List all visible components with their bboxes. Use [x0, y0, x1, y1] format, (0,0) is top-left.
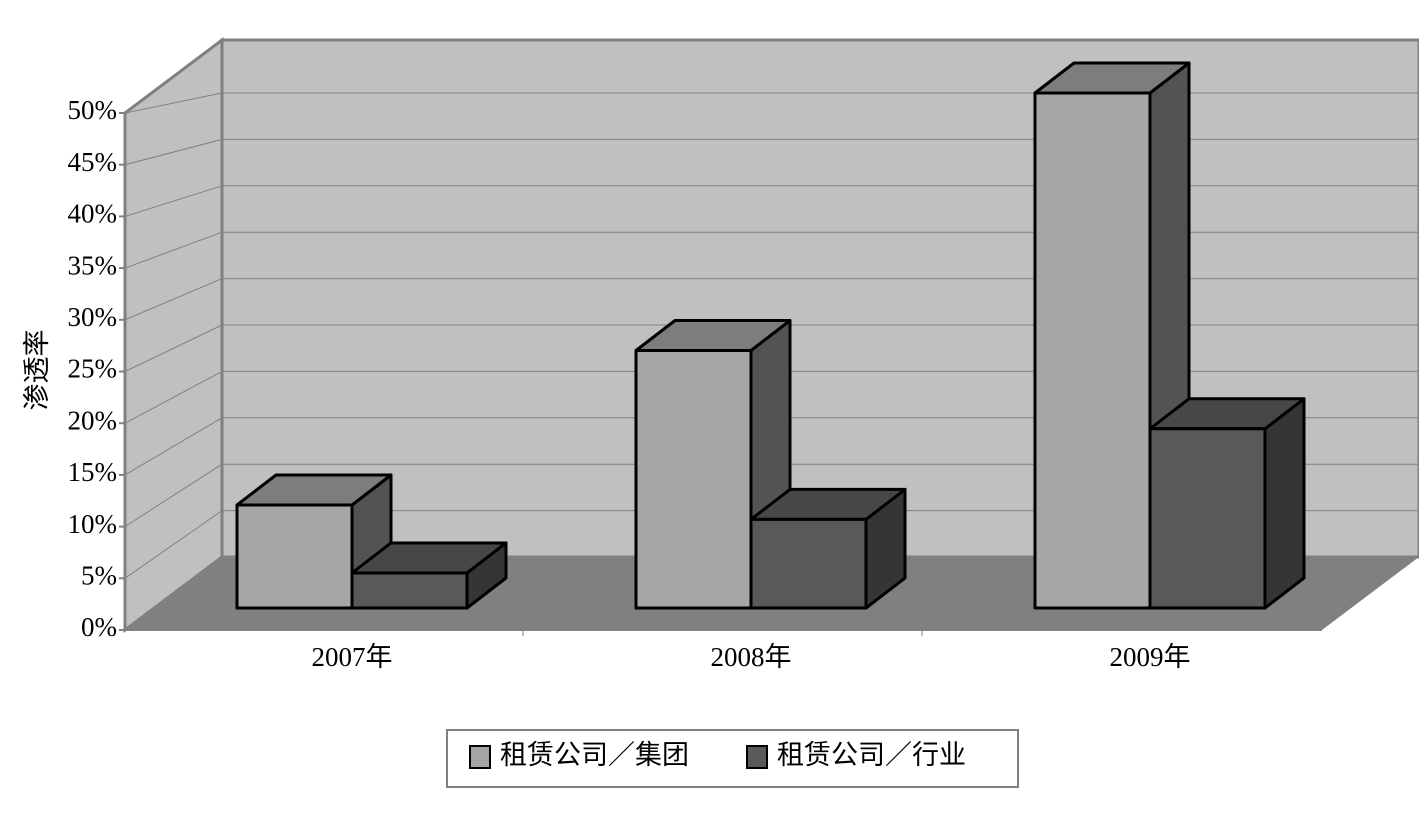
legend-swatch	[746, 745, 768, 769]
y-tick-label: 20%	[68, 405, 118, 435]
grid-line	[124, 278, 223, 321]
grid-line	[124, 138, 223, 166]
y-tick-label: 45%	[68, 147, 118, 177]
y-tick-label: 5%	[81, 561, 117, 591]
bar	[749, 517, 868, 610]
bar	[350, 571, 469, 610]
legend	[446, 729, 1019, 788]
legend-label: 租赁公司／集团	[500, 740, 689, 770]
bar	[1148, 427, 1267, 610]
bar	[235, 503, 354, 610]
y-tick-label: 0%	[81, 612, 117, 642]
y-tick-label: 15%	[68, 457, 118, 487]
grid-line	[124, 463, 223, 528]
y-tick-label: 40%	[68, 199, 118, 229]
x-tick-label: 2008年	[711, 642, 792, 672]
grid-line	[124, 324, 223, 372]
side-wall	[123, 36, 224, 634]
y-tick-label: 10%	[68, 509, 118, 539]
y-tick-label: 25%	[68, 354, 118, 384]
grid-line	[124, 510, 223, 579]
legend-swatch	[469, 745, 491, 769]
y-tick-label: 30%	[68, 302, 118, 332]
grid-line	[124, 417, 223, 476]
bar-side	[1263, 397, 1306, 610]
bar	[1033, 91, 1152, 610]
grid-line	[124, 185, 223, 217]
y-tick-label: 35%	[68, 250, 118, 280]
y-axis-title: 渗透率	[22, 330, 52, 411]
bar	[634, 349, 753, 610]
y-tick-label: 50%	[68, 95, 118, 125]
legend-label: 租赁公司／行业	[777, 740, 966, 770]
x-tick-label: 2007年	[312, 642, 393, 672]
grid-line	[124, 370, 223, 424]
grid-line	[124, 92, 223, 114]
x-tick-label: 2009年	[1110, 642, 1191, 672]
grid-line	[124, 231, 223, 269]
